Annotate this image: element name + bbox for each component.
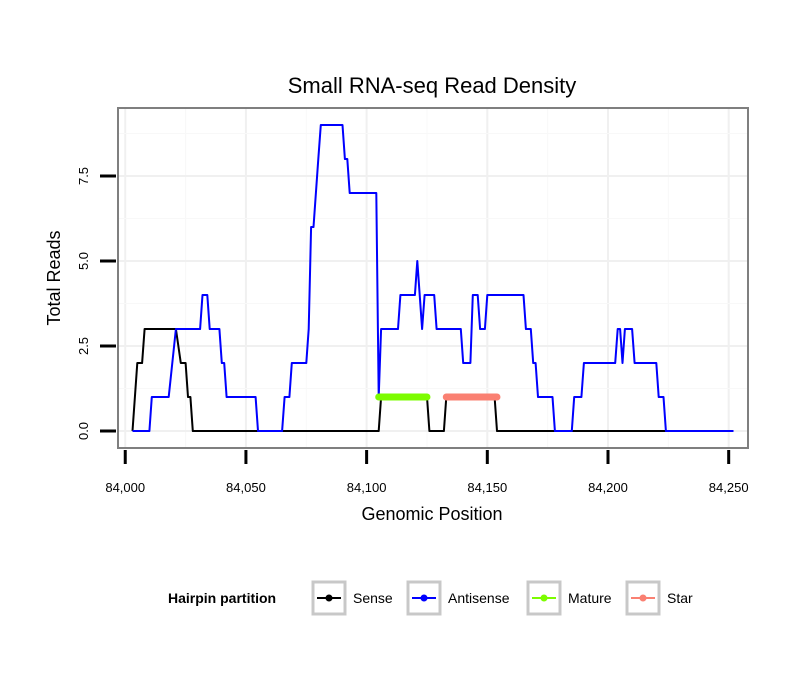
legend-key-point-mature: [540, 594, 548, 602]
x-axis: 84,000 84,050 84,100 84,150 84,200 84,250: [105, 450, 749, 495]
y-tick-label: 0.0: [76, 422, 91, 440]
series-sense-line: [131, 328, 734, 432]
x-tick-label: 84,100: [347, 480, 387, 495]
series-star-point: [493, 393, 501, 401]
x-tick-label: 84,050: [226, 480, 266, 495]
plot-grid: [118, 108, 748, 448]
legend-label-mature: Mature: [568, 590, 612, 606]
y-axis-label: Total Reads: [44, 230, 64, 325]
series-antisense-line: [132, 124, 734, 432]
legend-key-point-star: [639, 594, 647, 602]
x-tick-label: 84,200: [588, 480, 628, 495]
x-axis-label: Genomic Position: [361, 504, 502, 524]
series-layer: [131, 124, 734, 432]
legend-label-sense: Sense: [353, 590, 393, 606]
legend-key-point-sense: [325, 594, 333, 602]
legend-label-antisense: Antisense: [448, 590, 510, 606]
series-mature-point: [423, 393, 431, 401]
legend-key-point-antisense: [420, 594, 428, 602]
legend: Hairpin partition Sense Antisense Mature St…: [168, 580, 693, 616]
chart-title: Small RNA-seq Read Density: [288, 73, 577, 98]
x-tick-label: 84,000: [105, 480, 145, 495]
y-tick-label: 2.5: [76, 337, 91, 355]
plot-panel: [117, 107, 749, 449]
y-tick-label: 7.5: [76, 167, 91, 185]
x-tick-label: 84,150: [467, 480, 507, 495]
legend-title: Hairpin partition: [168, 590, 276, 606]
x-tick-label: 84,250: [709, 480, 749, 495]
legend-label-star: Star: [667, 590, 693, 606]
y-axis: 0.0 2.5 5.0 7.5: [76, 167, 116, 440]
y-tick-label: 5.0: [76, 252, 91, 270]
